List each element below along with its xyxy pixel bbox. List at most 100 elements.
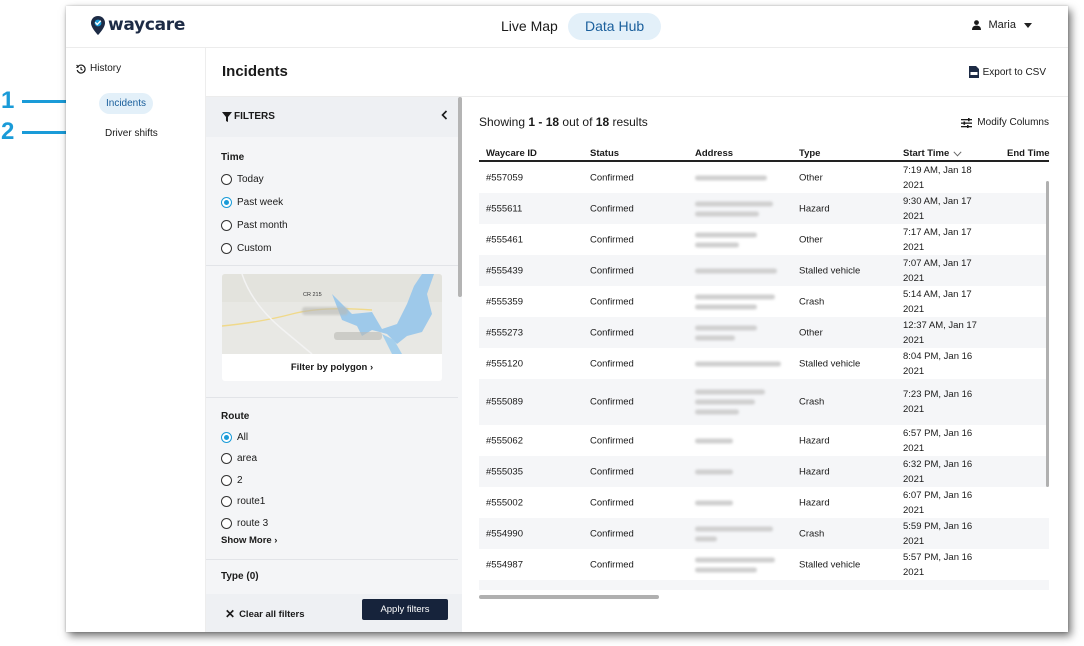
cell-status: Confirmed [590,559,634,570]
table-row[interactable]: #555461 Confirmed Other 7:17 AM, Jan 17 202… [479,224,1049,255]
route-option-route3[interactable]: route 3 [221,518,268,529]
waycare-logo[interactable]: waycare [91,15,185,35]
header-divider [206,96,1068,97]
column-header-waycare-id[interactable]: Waycare ID [486,148,537,159]
tab-live-map[interactable]: Live Map [501,18,558,34]
cell-address-redacted [695,385,765,420]
collapse-chevron-icon[interactable] [441,110,448,120]
page-title: Incidents [222,63,288,80]
table-row[interactable]: #555035 Confirmed Hazard 6:32 PM, Jan 16 20… [479,456,1049,487]
cell-type: Stalled vehicle [799,265,861,276]
radio-button[interactable] [221,174,232,185]
column-header-type[interactable]: Type [799,148,821,159]
radio-button[interactable] [221,453,232,464]
filters-title: FILTERS [222,111,275,122]
table-row[interactable]: #555002 Confirmed Hazard 6:07 PM, Jan 16 20… [479,487,1049,518]
cell-address-redacted [695,196,773,221]
sidebar-item-incidents[interactable]: Incidents [99,93,154,114]
cell-type: Crash [799,396,825,408]
time-option-past-week[interactable]: Past week [221,197,283,208]
cell-start-time: 7:19 AM, Jan 18 2021 [903,164,972,191]
cell-waycare-id: #555120 [486,358,523,369]
radio-button[interactable] [221,496,232,507]
cell-address-redacted [695,263,777,278]
cell-address-redacted [695,227,757,252]
route-option-route1[interactable]: route1 [221,496,265,507]
table-horizontal-scrollbar[interactable] [479,595,659,599]
cell-start-time: 6:57 PM, Jan 16 2021 [903,427,973,454]
cell-status: Confirmed [590,358,634,369]
cell-waycare-id: #555062 [486,435,523,446]
cell-waycare-id: #554987 [486,559,523,570]
table-row[interactable] [479,580,1049,590]
cell-address-redacted [695,521,773,546]
cell-waycare-id: #555439 [486,265,523,276]
callout-line-2 [22,131,78,134]
cell-address-redacted [695,552,775,577]
route-filter-label: Route [221,411,250,422]
map-pin-icon [91,15,105,35]
cell-waycare-id: #555611 [486,203,523,214]
history-icon [76,63,86,74]
time-option-past-month[interactable]: Past month [221,220,288,231]
table-row[interactable]: #555439 Confirmed Stalled vehicle 7:07 AM, … [479,255,1049,286]
radio-button-selected[interactable] [221,432,232,443]
cell-start-time: 6:07 PM, Jan 16 2021 [903,489,973,516]
cell-type: Stalled vehicle [799,358,861,369]
radio-button-selected[interactable] [221,197,232,208]
route-option-2[interactable]: 2 [221,475,243,486]
time-option-custom[interactable]: Custom [221,243,271,254]
export-csv-button[interactable]: Export to CSV [968,66,1046,78]
tab-data-hub[interactable]: Data Hub [568,13,662,40]
results-panel: Showing 1 - 18 out of 18 results Modify … [462,97,1068,632]
table-row[interactable]: #555359 Confirmed Crash 5:14 AM, Jan 17 202… [479,286,1049,317]
modify-columns-button[interactable]: Modify Columns [961,117,1049,128]
apply-filters-button[interactable]: Apply filters [362,599,448,620]
table-row[interactable]: #555611 Confirmed Hazard 9:30 AM, Jan 17 20… [479,193,1049,224]
section-divider [206,265,458,266]
user-menu[interactable]: Maria [972,19,1032,31]
time-option-today[interactable]: Today [221,174,264,185]
route-option-area[interactable]: area [221,453,257,464]
cell-start-time: 5:14 AM, Jan 17 2021 [903,288,972,315]
chevron-down-icon [1024,22,1032,28]
route-option-all[interactable]: All [221,432,248,443]
table-row[interactable]: #555120 Confirmed Stalled vehicle 8:04 PM, … [479,348,1049,379]
csv-file-icon [968,66,979,78]
radio-button[interactable] [221,518,232,529]
column-header-end-time[interactable]: End Time [1007,148,1050,159]
table-row[interactable]: #555273 Confirmed Other 12:37 AM, Jan 17 20… [479,317,1049,348]
cell-waycare-id: #555035 [486,466,523,477]
cell-type: Crash [799,296,825,307]
column-header-address[interactable]: Address [695,148,734,159]
cell-status: Confirmed [590,234,634,245]
funnel-icon [222,111,232,122]
table-row[interactable]: #555089 Confirmed Crash 7:23 PM, Jan 16 202… [479,379,1049,425]
column-header-status[interactable]: Status [590,148,620,159]
radio-button[interactable] [221,243,232,254]
cell-type: Hazard [799,497,830,508]
radio-button[interactable] [221,475,232,486]
polygon-map-card[interactable]: CR 215 Filter by polygon › [222,274,442,381]
table-row[interactable]: #554987 Confirmed Stalled vehicle 5:57 PM, … [479,549,1049,580]
radio-button[interactable] [221,220,232,231]
clear-all-filters-button[interactable]: ✕ Clear all filters [225,607,305,621]
table-row[interactable]: #554990 Confirmed Crash 5:59 PM, Jan 16 202… [479,518,1049,549]
filter-by-polygon-link[interactable]: Filter by polygon › [290,362,374,373]
cell-waycare-id: #555002 [486,497,523,508]
table-row[interactable]: #555062 Confirmed Hazard 6:57 PM, Jan 16 20… [479,425,1049,456]
table-vertical-scrollbar[interactable] [1046,181,1049,487]
top-bar: waycare Live Map Data Hub Maria [66,6,1068,48]
table-row[interactable]: #557059 Confirmed Other 7:19 AM, Jan 18 202… [479,162,1049,193]
left-nav: History Incidents Driver shifts [66,48,206,632]
cell-status: Confirmed [590,172,634,183]
sidebar-item-driver-shifts[interactable]: Driver shifts [105,128,158,139]
column-header-start-time[interactable]: Start Time [903,148,962,159]
history-link[interactable]: History [76,63,121,74]
show-more-link[interactable]: Show More › [221,535,278,546]
filters-scrollbar[interactable] [458,97,462,297]
section-divider [206,559,458,560]
type-filter-label: Type (0) [221,571,259,582]
cell-type: Stalled vehicle [799,559,861,570]
sliders-icon [961,117,973,128]
